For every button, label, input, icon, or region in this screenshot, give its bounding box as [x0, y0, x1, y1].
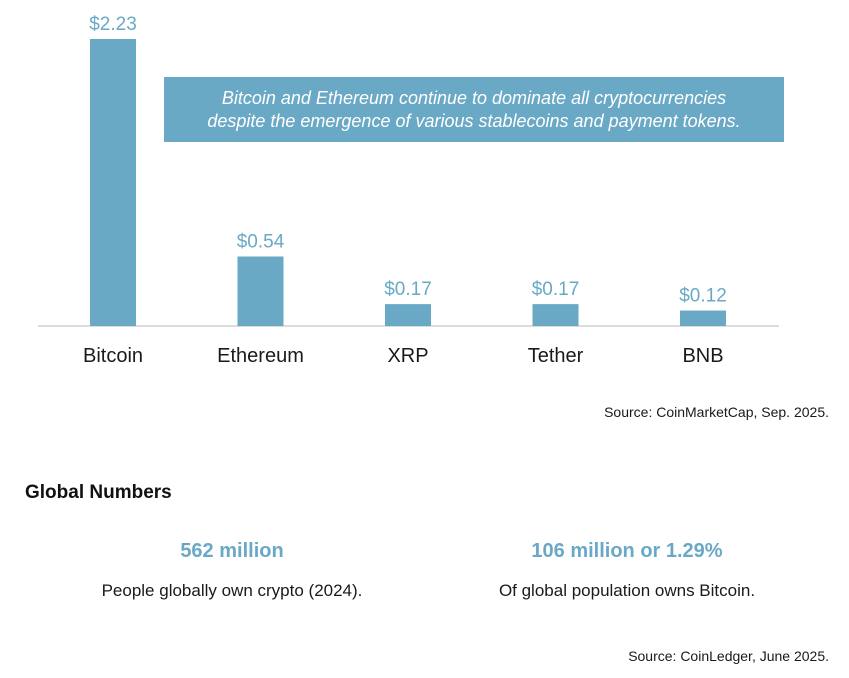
stat-crypto-owners: 562 million People globally own crypto (…	[52, 540, 412, 601]
bar-ethereum	[237, 256, 284, 326]
callout-line-2: despite the emergence of various stablec…	[207, 110, 741, 131]
bar-xrp	[385, 304, 431, 326]
data-label-tether: $0.17	[532, 279, 580, 300]
stat-value: 562 million	[180, 540, 284, 562]
category-label-bitcoin: Bitcoin	[83, 345, 143, 367]
data-label-ethereum: $0.54	[237, 232, 285, 253]
bar-chart: $2.23 Bitcoin $0.54 Ethereum $0.17 XRP $0.17 Te…	[38, 14, 779, 367]
category-label-bnb: BNB	[682, 345, 723, 367]
stat-bitcoin-owners: 106 million or 1.29% Of global populatio…	[447, 540, 807, 601]
chart-callout: Bitcoin and Ethereum continue to dominat…	[164, 77, 784, 142]
data-label-bnb: $0.12	[679, 286, 727, 307]
stat-description: People globally own crypto (2024).	[101, 581, 363, 600]
bar-bnb	[680, 310, 726, 326]
stat-value: 106 million or 1.29%	[531, 540, 723, 562]
numbers-source: Source: CoinLedger, June 2025.	[628, 648, 829, 664]
section-title: Global Numbers	[25, 482, 172, 503]
data-label-bitcoin: $2.23	[89, 14, 137, 35]
category-label-xrp: XRP	[387, 345, 428, 367]
callout-line-1: Bitcoin and Ethereum continue to dominat…	[221, 87, 727, 108]
chart-source: Source: CoinMarketCap, Sep. 2025.	[604, 404, 829, 420]
category-label-ethereum: Ethereum	[217, 345, 304, 367]
category-label-tether: Tether	[528, 345, 584, 367]
stat-description: Of global population owns Bitcoin.	[498, 581, 756, 600]
bar-bitcoin	[90, 39, 136, 326]
data-label-xrp: $0.17	[384, 279, 432, 300]
bar-tether	[532, 304, 579, 326]
